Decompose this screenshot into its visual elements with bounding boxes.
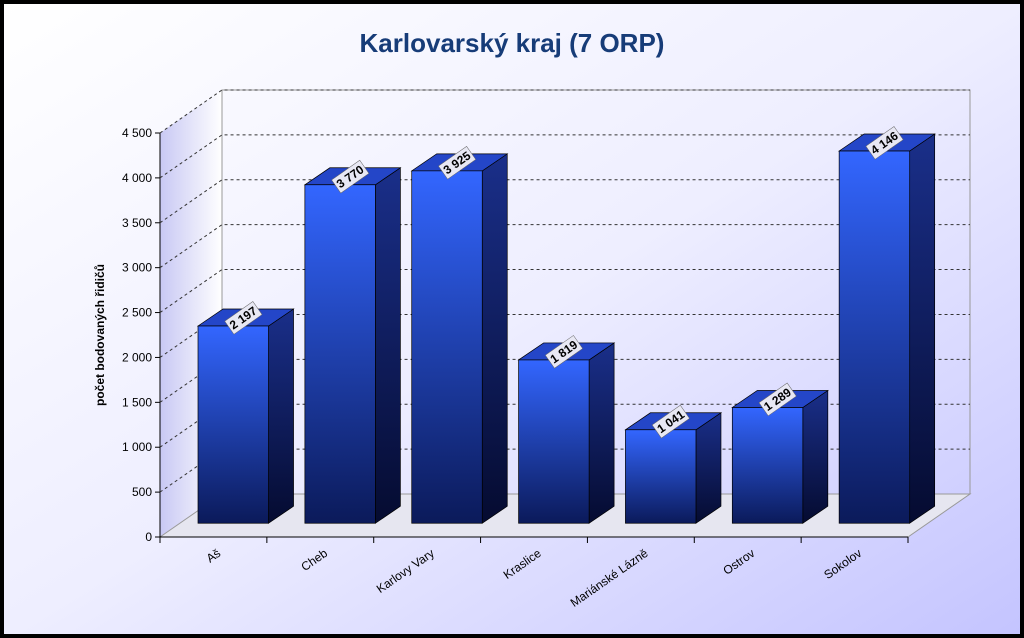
y-tick-label: 4 500: [122, 126, 152, 140]
grid-line: [159, 403, 970, 448]
value-label-bg: [438, 146, 477, 180]
bar: [410, 153, 509, 524]
bar-side: [375, 167, 401, 524]
bar-front: [625, 429, 697, 524]
value-label-bg: [224, 301, 263, 335]
grid-line: [159, 269, 970, 313]
bar-front: [838, 150, 911, 524]
y-tick-label: 3 000: [122, 261, 152, 275]
grid-line: [159, 179, 970, 224]
bar: [731, 389, 829, 524]
grid-line: [159, 313, 970, 358]
y-axis-label: počet bodovaných řidičů: [93, 264, 107, 406]
y-tick-label: 2 500: [122, 306, 152, 320]
value-label-bg: [651, 404, 690, 439]
bar-side: [481, 153, 508, 524]
value-label-bg: [865, 126, 904, 160]
value-label-bg: [331, 159, 370, 194]
y-tick-label: 0: [145, 530, 152, 544]
y-tick-label: 500: [132, 485, 152, 499]
x-tick-label: Aš: [204, 546, 224, 566]
y-tick-label: 4 000: [122, 171, 152, 185]
bar: [303, 167, 402, 524]
y-tick-label: 1 000: [122, 440, 152, 454]
grid-line: [159, 134, 970, 179]
bar: [196, 308, 295, 524]
bar-side: [802, 389, 829, 524]
bar-side: [588, 342, 615, 524]
chart-title: Karlovarský kraj (7 ORP): [360, 28, 665, 58]
bar-front: [518, 359, 590, 524]
y-tick-label: 2 000: [122, 350, 152, 364]
bar-side: [909, 133, 936, 524]
bar: [838, 133, 936, 524]
grid-line: [159, 448, 970, 493]
bar-side: [695, 412, 722, 524]
bar-front: [304, 184, 376, 524]
bar: [517, 342, 616, 524]
bar-side: [268, 308, 294, 524]
bar-front: [197, 325, 269, 524]
value-label-bg: [544, 335, 583, 369]
value-label-bg: [758, 382, 797, 417]
bar-front: [411, 170, 483, 524]
grid-line: [159, 224, 970, 269]
bar-front: [731, 407, 804, 524]
y-tick-label: 3 500: [122, 216, 152, 230]
grid-line: [159, 89, 970, 134]
y-tick-label: 1 500: [122, 395, 152, 409]
grid-line: [159, 358, 970, 403]
